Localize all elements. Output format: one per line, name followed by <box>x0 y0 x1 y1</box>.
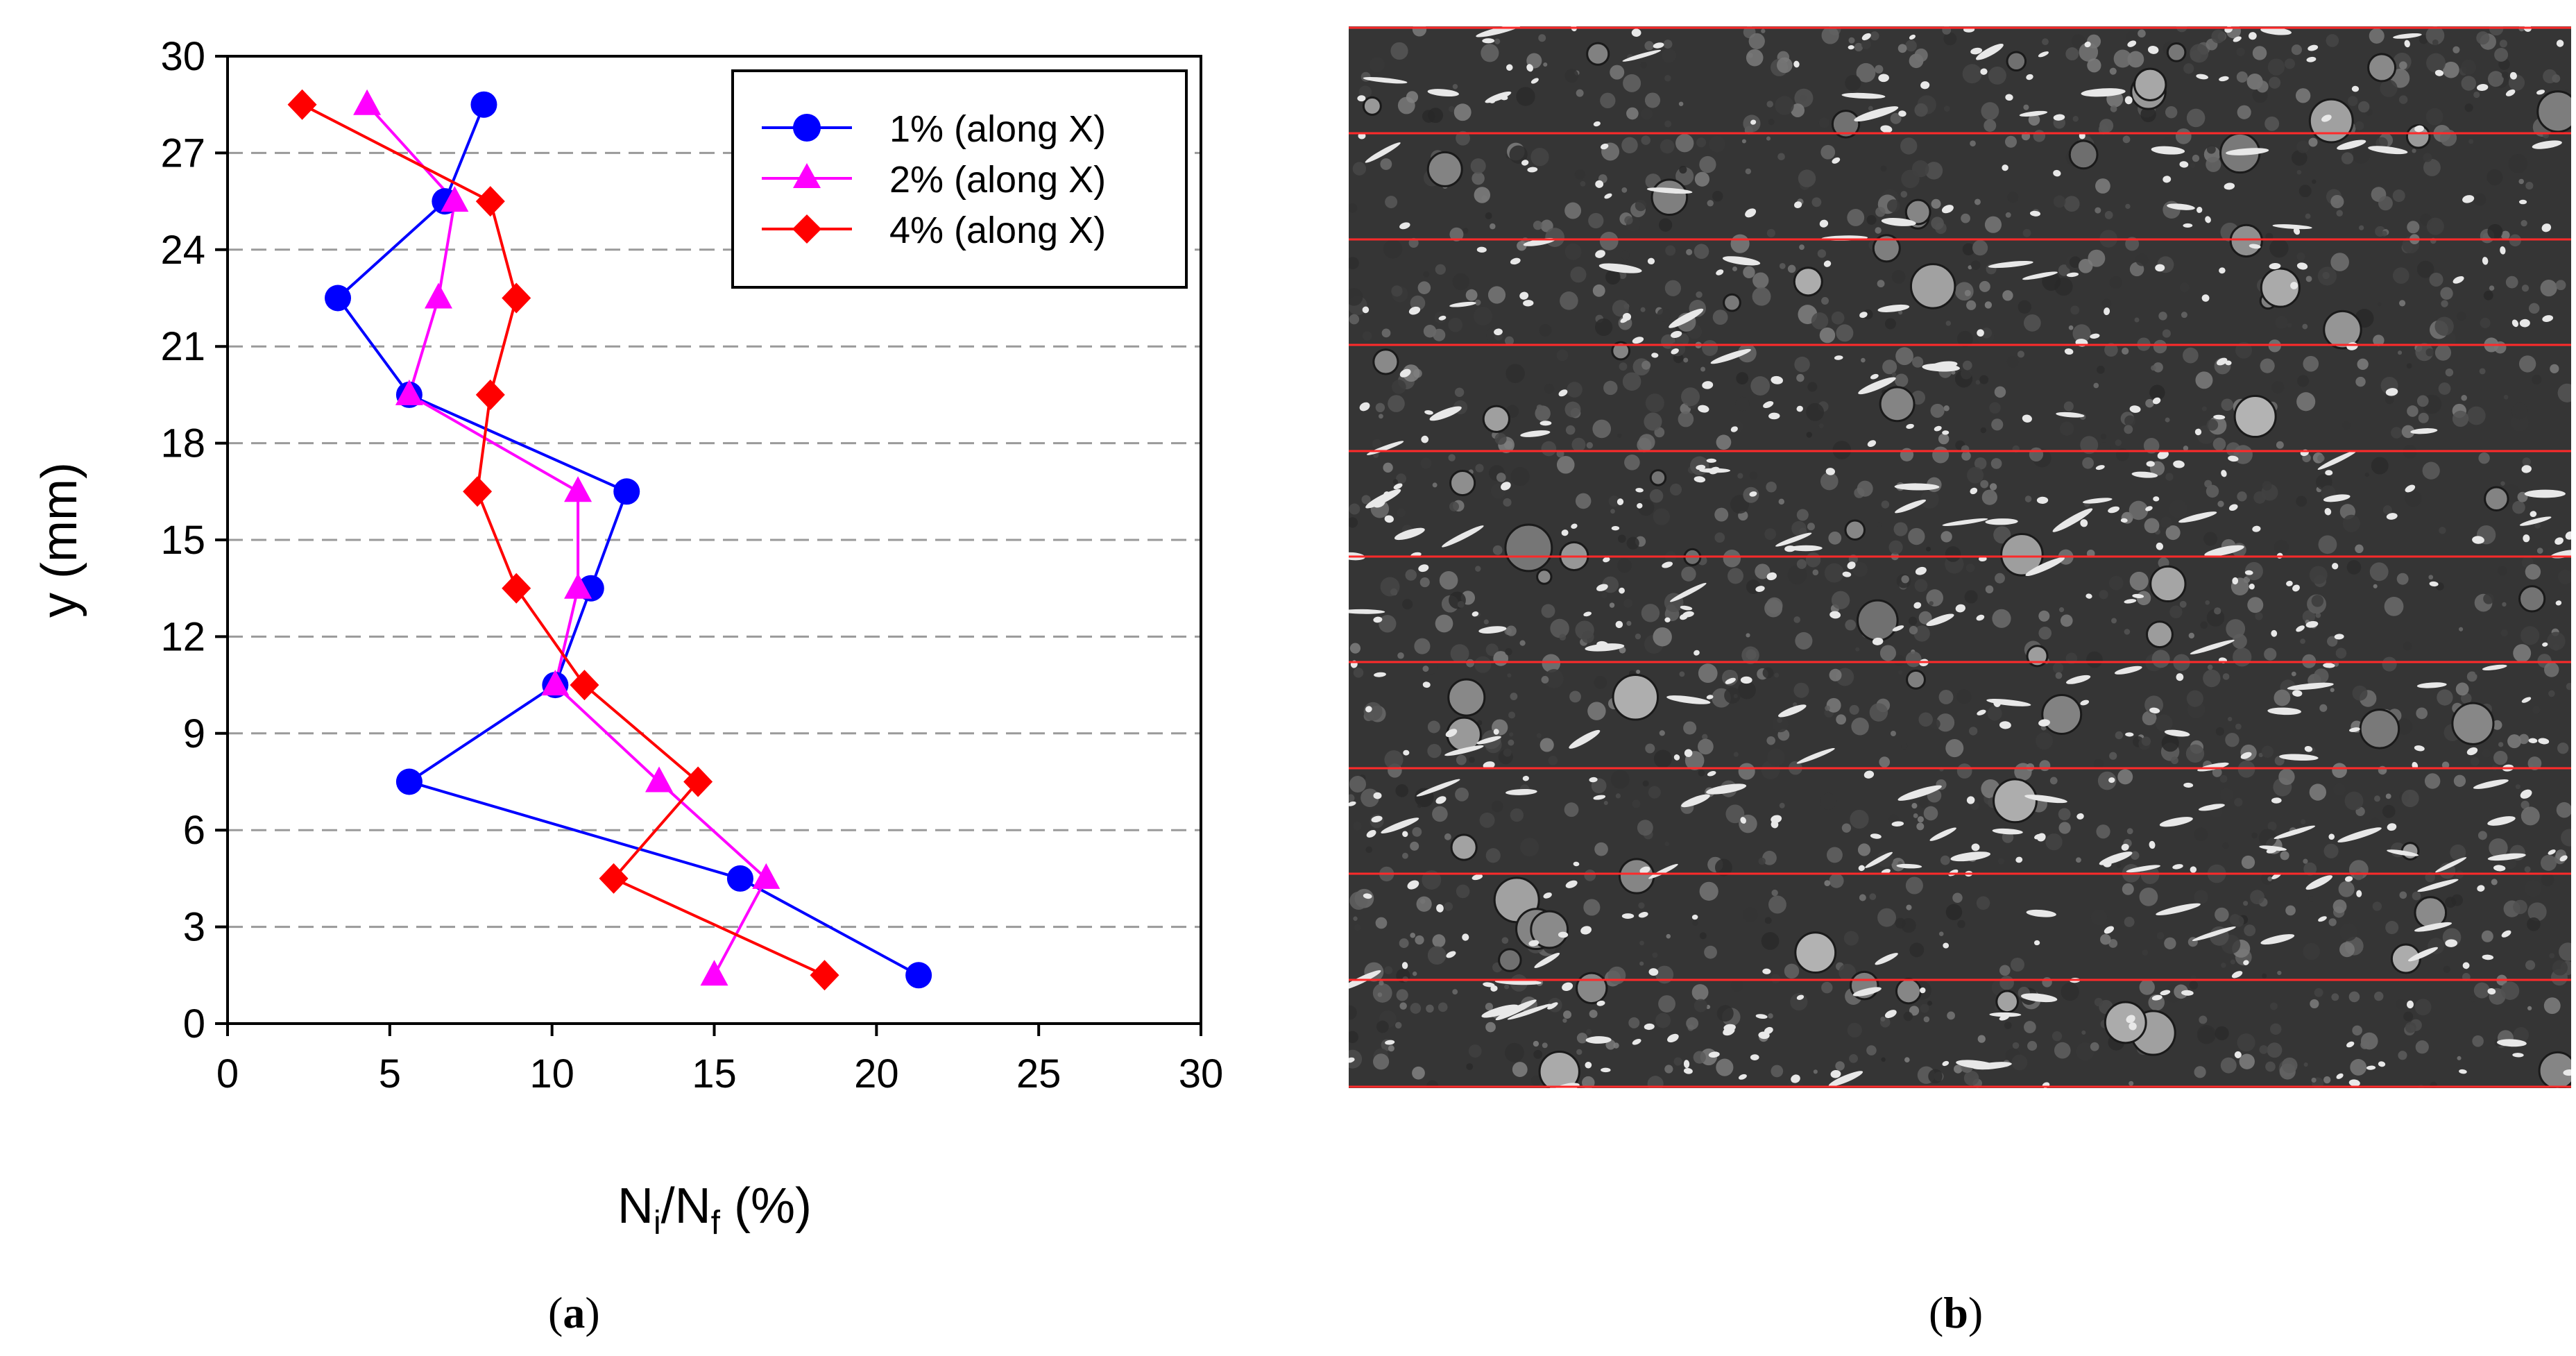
legend-marker-triangle <box>793 163 821 188</box>
legend: 1% (along X) 2% (along X) 4% (along X) <box>731 69 1188 289</box>
y-tick-label: 0 <box>183 1001 205 1046</box>
caption-a: (a) <box>548 1288 600 1337</box>
legend-marker-diamond <box>792 214 821 244</box>
data-point-s3 <box>810 960 839 991</box>
x-tick-label: 30 <box>1179 1051 1224 1096</box>
y-tick-label: 21 <box>160 324 205 369</box>
x-tick-label: 0 <box>216 1051 239 1096</box>
x-tick-label: 15 <box>692 1051 737 1096</box>
data-point-s2 <box>700 960 728 986</box>
ct-scan-texture <box>1349 26 2571 1088</box>
data-point-s1 <box>905 962 932 989</box>
x-tick-label: 20 <box>854 1051 899 1096</box>
data-point-s2 <box>424 282 452 309</box>
y-tick-label: 12 <box>160 614 205 659</box>
legend-entry-3: 4% (along X) <box>762 210 1106 251</box>
ct-scan-image <box>1349 26 2571 1088</box>
y-tick-label: 6 <box>183 808 205 853</box>
data-point-s2 <box>645 766 673 793</box>
x-axis-label: Ni/Nf (%) <box>617 1178 812 1241</box>
chart: 0 3 6 9 12 15 18 21 24 27 30 0 5 10 15 20 25 30 1% (alon… <box>32 34 1223 1241</box>
data-point-s3 <box>287 89 317 120</box>
y-tick-label: 3 <box>183 905 205 950</box>
x-tick-label: 5 <box>379 1051 401 1096</box>
data-point-s3 <box>502 282 531 314</box>
data-point-s2 <box>353 89 382 115</box>
legend-marker-circle <box>793 114 821 142</box>
caption-b: (b) <box>1929 1288 1984 1337</box>
data-point-s3 <box>570 670 599 701</box>
series-line-1 <box>336 103 920 977</box>
y-axis-label: y (mm) <box>32 462 87 618</box>
data-point-s1 <box>395 768 423 795</box>
data-point-s2 <box>752 863 781 889</box>
data-point-s2 <box>564 573 592 599</box>
data-point-s2 <box>541 670 570 696</box>
legend-entry-1: 1% (along X) <box>762 108 1106 150</box>
data-point-s2 <box>564 476 592 502</box>
x-ticks: 0 5 10 15 20 25 30 <box>216 1024 1223 1096</box>
data-point-s3 <box>599 863 629 894</box>
data-point-s1 <box>325 285 352 312</box>
data-point-s3 <box>475 186 505 217</box>
y-tick-label: 27 <box>160 130 205 176</box>
y-tick-label: 30 <box>160 34 205 79</box>
data-point-s2 <box>441 186 469 212</box>
data-point-s2 <box>395 379 423 405</box>
data-point-s1 <box>613 478 640 505</box>
series-line-3 <box>301 103 826 977</box>
legend-entry-2: 2% (along X) <box>762 159 1106 201</box>
data-point-s1 <box>470 91 497 118</box>
y-tick-label: 18 <box>160 421 205 466</box>
data-point-s3 <box>463 476 493 507</box>
x-tick-label: 10 <box>529 1051 574 1096</box>
data-point-s1 <box>726 865 753 892</box>
x-tick-label: 25 <box>1016 1051 1061 1096</box>
data-point-s3 <box>502 573 531 604</box>
series-lines <box>301 103 920 977</box>
y-ticks: 0 3 6 9 12 15 18 21 24 27 30 <box>160 34 228 1046</box>
y-tick-label: 9 <box>183 711 205 756</box>
legend-label-2: 2% (along X) <box>889 159 1106 201</box>
series-markers <box>287 89 932 991</box>
legend-label-3: 4% (along X) <box>889 210 1106 251</box>
legend-label-1: 1% (along X) <box>889 108 1106 150</box>
y-tick-label: 24 <box>160 228 205 273</box>
data-point-s3 <box>683 766 713 797</box>
y-tick-label: 15 <box>160 518 205 563</box>
data-point-s3 <box>475 379 505 410</box>
series-line-2 <box>366 103 768 976</box>
